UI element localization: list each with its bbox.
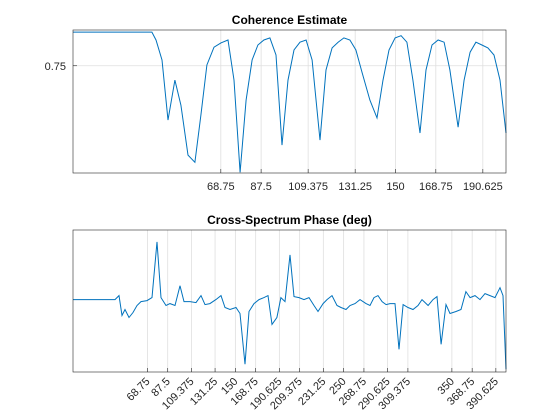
y-tick-label: 0.75 — [45, 61, 66, 73]
x-tick-label: 109.375 — [288, 181, 328, 193]
data-line — [73, 241, 507, 370]
axes-box — [72, 29, 507, 174]
data-line — [73, 31, 507, 173]
plot-area — [73, 230, 506, 372]
x-tick-label: 168.75 — [419, 181, 453, 193]
x-tick-label: 68.75 — [207, 181, 235, 193]
x-tick-label: 131.25 — [338, 181, 372, 193]
x-tick-label: 150 — [386, 181, 404, 193]
plot-area — [73, 30, 506, 173]
chart-title: Cross-Spectrum Phase (deg) — [207, 213, 372, 227]
axes-box — [72, 229, 507, 373]
chart-title: Coherence Estimate — [232, 13, 348, 27]
x-tick-label: 190.625 — [463, 181, 503, 193]
x-tick-label: 87.5 — [250, 181, 271, 193]
